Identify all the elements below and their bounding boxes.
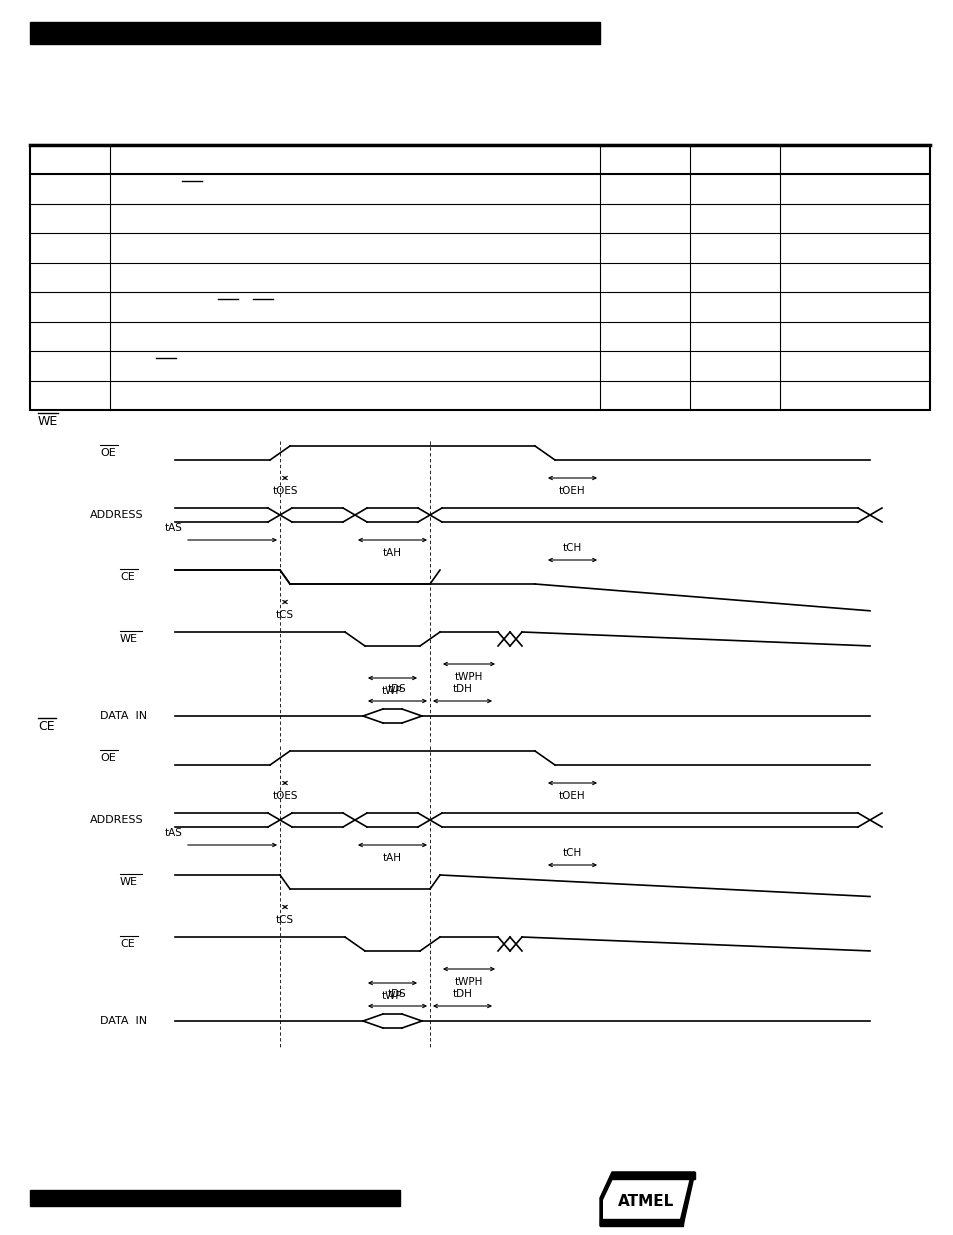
Text: tCH: tCH xyxy=(562,848,581,858)
Bar xyxy=(30,22,599,44)
Text: tCS: tCS xyxy=(275,915,294,925)
Text: tAH: tAH xyxy=(382,853,401,863)
Text: tWPH: tWPH xyxy=(455,977,482,987)
Text: tAS: tAS xyxy=(165,522,183,534)
Text: CE: CE xyxy=(120,572,134,582)
Bar xyxy=(30,1191,399,1207)
Bar xyxy=(599,1219,682,1226)
Text: tOEH: tOEH xyxy=(558,790,585,802)
Text: ADDRESS: ADDRESS xyxy=(90,510,144,520)
Text: tDH: tDH xyxy=(452,684,472,694)
Text: tCS: tCS xyxy=(275,610,294,620)
Text: WE: WE xyxy=(38,415,58,429)
Text: CE: CE xyxy=(120,939,134,948)
Text: tAH: tAH xyxy=(382,548,401,558)
Text: DATA  IN: DATA IN xyxy=(100,711,147,721)
Text: tDH: tDH xyxy=(452,989,472,999)
Text: CE: CE xyxy=(38,720,54,734)
Text: WE: WE xyxy=(120,634,138,643)
Text: tWPH: tWPH xyxy=(455,672,482,682)
Text: ATMEL: ATMEL xyxy=(618,1194,674,1209)
Text: OE: OE xyxy=(100,448,115,458)
Text: tAS: tAS xyxy=(165,827,183,839)
Bar xyxy=(30,144,929,410)
Text: WE: WE xyxy=(120,877,138,887)
Text: OE: OE xyxy=(100,753,115,763)
Text: tCH: tCH xyxy=(562,543,581,553)
Polygon shape xyxy=(602,1177,689,1223)
Text: tDS: tDS xyxy=(388,684,406,694)
Text: tWP: tWP xyxy=(382,990,402,1002)
Text: tOES: tOES xyxy=(272,487,297,496)
Text: tDS: tDS xyxy=(388,989,406,999)
Text: tWP: tWP xyxy=(382,685,402,697)
Text: ADDRESS: ADDRESS xyxy=(90,815,144,825)
Text: tOEH: tOEH xyxy=(558,487,585,496)
Polygon shape xyxy=(599,1172,695,1226)
Bar xyxy=(612,1172,695,1179)
Text: tOES: tOES xyxy=(272,790,297,802)
Text: DATA  IN: DATA IN xyxy=(100,1016,147,1026)
